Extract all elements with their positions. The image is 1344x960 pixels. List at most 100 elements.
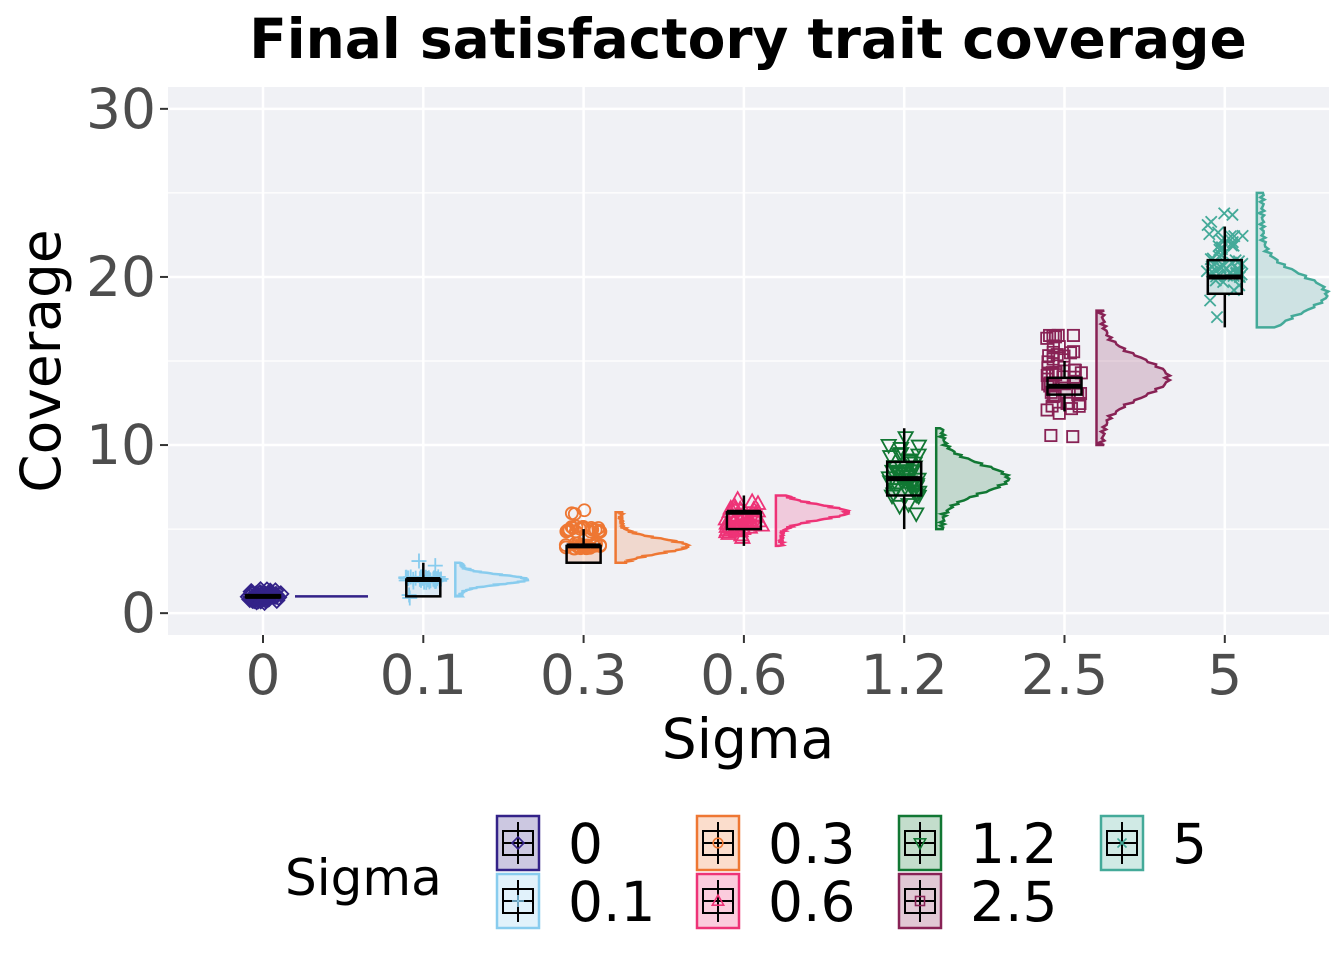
legend-key-point <box>710 893 726 907</box>
data-point <box>910 489 928 506</box>
chart-title: Final satisfactory trait coverage <box>249 7 1247 71</box>
data-point <box>1210 310 1224 324</box>
density-curve <box>1095 309 1173 447</box>
legend-key-point <box>512 895 524 907</box>
data-point <box>1226 235 1240 249</box>
data-point <box>881 450 900 466</box>
legend-key-point <box>914 895 926 907</box>
data-point <box>753 516 771 532</box>
x-tick-label: 0.3 <box>540 643 627 707</box>
series-0-6 <box>717 490 852 548</box>
x-tick-label: 1.2 <box>860 643 947 707</box>
data-point <box>728 490 747 506</box>
data-point <box>1212 239 1225 253</box>
series-2-5 <box>1040 309 1173 447</box>
data-point <box>719 524 738 540</box>
density-curve <box>934 426 1012 531</box>
data-point <box>1043 328 1057 342</box>
data-point <box>1236 229 1249 243</box>
legend: Sigma 00.1 0.30.6 1.22.5 5 <box>285 812 1207 934</box>
data-point <box>1064 402 1079 416</box>
x-tick-label: 2.5 <box>1021 643 1108 707</box>
box-iqr <box>405 578 442 598</box>
box-iqr <box>565 544 602 564</box>
data-point <box>749 494 767 510</box>
data-point <box>880 439 898 455</box>
legend-item-0-6: 0.6 <box>695 870 855 934</box>
legend-item-0-1: 0.1 <box>495 870 655 934</box>
data-point <box>1067 345 1081 359</box>
series-0 <box>239 580 368 612</box>
data-point <box>240 586 259 604</box>
x-tick-label: 0.1 <box>380 643 467 707</box>
density-curve <box>454 561 530 598</box>
box-iqr <box>725 511 763 531</box>
legend-label: 1.2 <box>970 812 1057 876</box>
data-point <box>1217 207 1231 220</box>
data-point <box>592 523 607 538</box>
data-point <box>1044 428 1058 443</box>
density-curve <box>1255 191 1331 329</box>
data-point <box>1041 361 1055 375</box>
data-point <box>1042 349 1056 363</box>
data-point <box>560 523 575 538</box>
density-curve <box>774 494 852 548</box>
x-axis-title: Sigma <box>662 707 834 771</box>
data-point <box>883 489 901 506</box>
y-axis: 0 10 20 30 <box>86 77 168 645</box>
y-tick-label: 10 <box>86 413 156 477</box>
x-tick-label: 0.6 <box>700 643 787 707</box>
legend-key-point <box>912 837 928 851</box>
data-point <box>1211 226 1225 239</box>
legend-label: 0.6 <box>768 870 855 934</box>
data-point <box>401 587 417 603</box>
legend-title: Sigma <box>285 849 442 907</box>
density-curve <box>614 511 692 564</box>
legend-key-point <box>712 837 724 849</box>
data-point <box>1204 215 1218 229</box>
data-point <box>1066 430 1080 444</box>
legend-item-5: 5 <box>1099 812 1207 876</box>
data-point <box>427 558 443 574</box>
data-point <box>411 553 427 569</box>
data-point <box>1066 328 1080 342</box>
data-point <box>1067 363 1082 377</box>
legend-key-point <box>510 835 526 851</box>
series-0-3 <box>558 503 692 564</box>
series-0-1 <box>398 553 530 606</box>
data-point <box>896 480 914 497</box>
data-point <box>567 507 582 521</box>
data-point <box>896 431 915 447</box>
data-point <box>1217 259 1230 273</box>
legend-key-point <box>1116 837 1128 849</box>
data-point <box>1052 406 1066 420</box>
data-point <box>1040 403 1054 417</box>
x-tick-label: 5 <box>1207 643 1242 707</box>
legend-item-0: 0 <box>495 812 603 876</box>
legend-label: 5 <box>1172 812 1207 876</box>
data-point <box>907 507 925 523</box>
data-point <box>1203 294 1217 307</box>
series-5 <box>1200 191 1331 329</box>
legend-items: 00.1 0.30.6 1.22.5 5 <box>495 812 1207 934</box>
series-1-2 <box>880 426 1012 531</box>
y-tick-label: 30 <box>86 77 156 141</box>
data-point <box>910 439 928 456</box>
data-point <box>1227 239 1240 252</box>
data-point <box>1225 239 1239 252</box>
y-tick-label: 20 <box>86 245 156 309</box>
data-point <box>883 464 902 481</box>
legend-item-0-3: 0.3 <box>695 812 855 876</box>
x-axis: 0 0.1 0.3 0.6 1.2 2.5 5 <box>246 635 1242 707</box>
data-point <box>1063 346 1078 360</box>
y-tick-label: 0 <box>121 581 156 645</box>
legend-label: 0.1 <box>568 870 655 934</box>
legend-label: 0.3 <box>768 812 855 876</box>
chart-marks <box>239 191 1331 612</box>
legend-label: 0 <box>568 812 603 876</box>
y-axis-title: Coverage <box>9 229 73 493</box>
x-tick-label: 0 <box>246 643 281 707</box>
legend-item-1-2: 1.2 <box>897 812 1057 876</box>
legend-label: 2.5 <box>970 870 1057 934</box>
